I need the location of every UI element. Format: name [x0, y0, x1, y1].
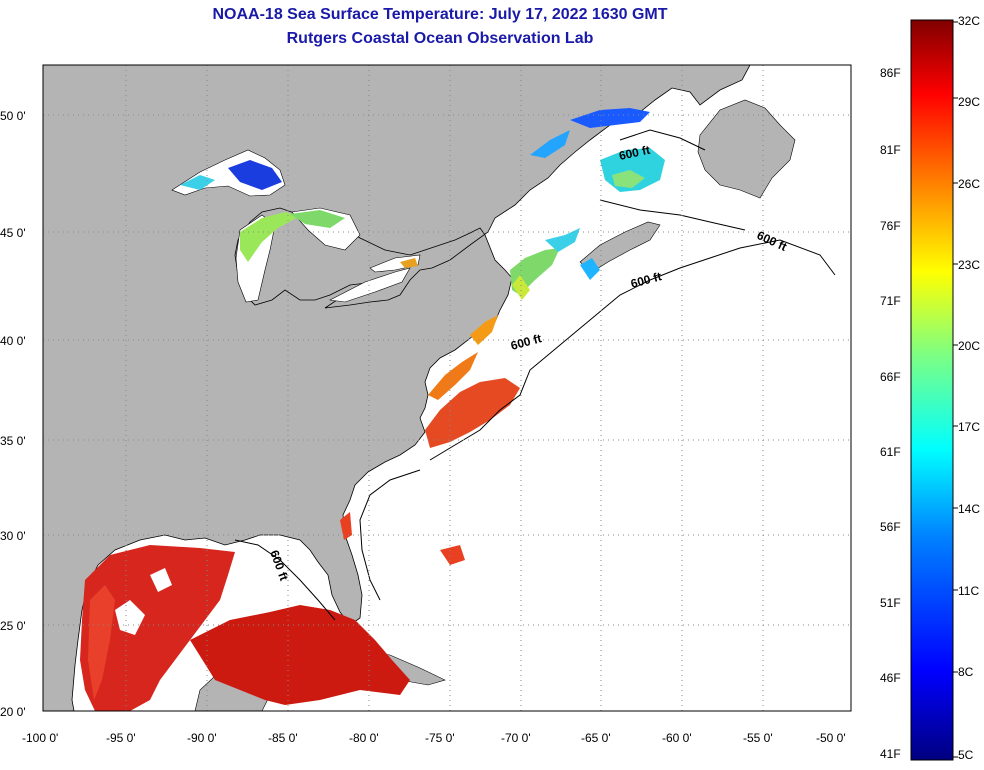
colorbar-c-label: 32C	[958, 14, 981, 28]
sst-northeast-shelf	[510, 228, 600, 300]
longitude-labels: -100 0' -95 0' -90 0' -85 0' -80 0' -75 …	[22, 731, 846, 745]
land-newfoundland	[697, 99, 796, 199]
colorbar-f-label: 76F	[880, 219, 901, 233]
lon-tick-label: -65 0'	[581, 731, 611, 745]
colorbar-c-label: 11C	[958, 584, 980, 598]
colorbar-c-label: 29C	[958, 95, 981, 109]
lat-tick-label: 30 0'	[0, 529, 26, 543]
colorbar-c-label: 17C	[958, 420, 981, 434]
lon-tick-label: -100 0'	[22, 731, 58, 745]
colorbar-f-label: 56F	[880, 520, 901, 534]
colorbar-f-label: 81F	[880, 143, 901, 157]
lake-erie	[329, 267, 411, 303]
colorbar-f-label: 51F	[880, 596, 901, 610]
colorbar-c-label: 14C	[958, 502, 981, 516]
lon-tick-label: -85 0'	[268, 731, 298, 745]
colorbar-f-label: 61F	[880, 445, 901, 459]
latitude-labels: 50 0' 45 0' 40 0' 35 0' 30 0' 25 0' 20 0…	[0, 109, 26, 719]
lat-tick-label: 35 0'	[0, 434, 26, 448]
colorbar-f-label: 71F	[880, 294, 901, 308]
lon-tick-label: -90 0'	[187, 731, 217, 745]
map-title: NOAA-18 Sea Surface Temperature: July 17…	[212, 6, 668, 23]
lat-tick-label: 20 0'	[0, 705, 26, 719]
lat-tick-label: 25 0'	[0, 619, 26, 633]
colorbar-c-label: 26C	[958, 177, 981, 191]
land-nova-scotia	[579, 221, 661, 273]
lon-tick-label: -70 0'	[501, 731, 531, 745]
colorbar	[910, 19, 954, 761]
map-frame	[42, 64, 852, 712]
lon-tick-label: -80 0'	[349, 731, 379, 745]
lon-tick-label: -60 0'	[662, 731, 692, 745]
colorbar-c-label: 23C	[958, 258, 981, 272]
sst-great-lakes	[180, 160, 418, 268]
sst-gulf-of-st-lawrence	[530, 108, 665, 192]
isobath-label: 600 ft	[618, 143, 652, 163]
map-subtitle: Rutgers Coastal Ocean Observation Lab	[286, 30, 594, 47]
colorbar-c-label: 8C	[958, 665, 974, 679]
colorbar-c-label: 5C	[958, 748, 974, 762]
colorbar-c-label: 20C	[958, 339, 981, 353]
sst-gulf-stream	[340, 315, 520, 565]
lon-tick-label: -55 0'	[743, 731, 773, 745]
lake-ontario	[369, 254, 421, 273]
lat-tick-label: 50 0'	[0, 109, 26, 123]
lat-tick-label: 45 0'	[0, 226, 26, 240]
isobath-600ft	[234, 129, 836, 621]
lat-tick-label: 40 0'	[0, 334, 26, 348]
sst-gulf-of-mexico	[80, 545, 410, 711]
colorbar-f-label: 66F	[880, 370, 901, 384]
land-north-america	[43, 65, 751, 711]
lon-tick-label: -95 0'	[106, 731, 136, 745]
colorbar-ticks	[953, 21, 958, 758]
colorbar-f-label: 46F	[880, 671, 901, 685]
lon-tick-label: -50 0'	[816, 731, 846, 745]
colorbar-f-label: 86F	[880, 66, 901, 80]
lon-tick-label: -75 0'	[425, 731, 455, 745]
colorbar-f-label: 41F	[880, 747, 901, 761]
